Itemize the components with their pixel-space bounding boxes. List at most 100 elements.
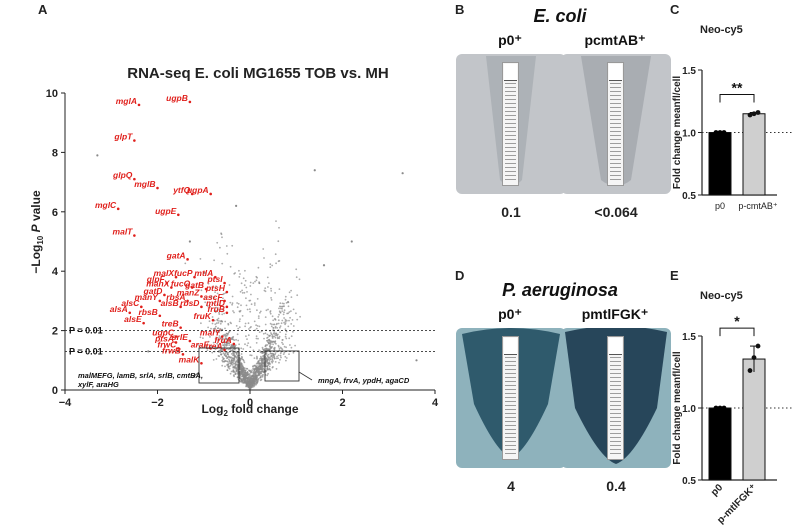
volcano-point — [251, 371, 254, 373]
volcano-point — [224, 335, 227, 338]
volcano-point — [284, 328, 287, 331]
gene-label: ptsH — [205, 283, 226, 293]
volcano-point — [206, 349, 209, 352]
volcano-point — [224, 341, 227, 344]
gene-label: treA — [206, 341, 223, 351]
gene-label: fruB — [207, 304, 224, 314]
volcano-point — [288, 353, 290, 355]
volcano-point — [239, 318, 241, 320]
volcano-point — [283, 317, 285, 319]
volcano-point — [218, 313, 221, 315]
volcano-point — [218, 355, 221, 358]
significance-label: * — [734, 313, 740, 329]
volcano-point — [285, 346, 287, 349]
volcano-point — [236, 361, 239, 363]
volcano-point — [275, 332, 277, 335]
volcano-point — [277, 322, 280, 325]
gene-label: gatB — [184, 280, 204, 290]
volcano-point — [243, 369, 246, 371]
gene-label: rbsB — [138, 307, 157, 317]
volcano-point — [255, 376, 258, 378]
volcano-point — [276, 327, 278, 329]
volcano-point — [274, 361, 277, 363]
y-tick-label: 10 — [46, 88, 58, 100]
volcano-point — [210, 345, 213, 347]
volcano-point — [235, 325, 238, 327]
volcano-point — [247, 385, 250, 388]
volcano-point — [266, 344, 269, 346]
volcano-point — [222, 344, 225, 347]
volcano-point — [255, 381, 258, 384]
volcano-point — [233, 311, 235, 314]
volcano-point — [241, 315, 244, 317]
gene-label: malT — [113, 227, 134, 237]
volcano-point — [296, 318, 299, 321]
volcano-point — [230, 362, 232, 365]
volcano-point — [232, 365, 235, 368]
volcano-point — [249, 354, 252, 356]
volcano-point — [270, 297, 272, 299]
volcano-point — [244, 376, 247, 378]
volcano-point — [239, 373, 242, 376]
volcano-point — [240, 375, 243, 378]
volcano-point — [254, 280, 256, 283]
volcano-point — [242, 358, 245, 361]
volcano-point — [240, 357, 243, 360]
volcano-point — [273, 331, 276, 333]
gene-point — [188, 100, 192, 104]
volcano-point — [206, 305, 209, 307]
callout-right — [298, 371, 313, 381]
volcano-point — [221, 308, 224, 311]
volcano-point — [222, 341, 225, 343]
volcano-point — [283, 345, 286, 348]
volcano-point — [264, 316, 267, 318]
volcano-point — [244, 377, 247, 380]
volcano-point — [282, 353, 285, 355]
volcano-point — [262, 248, 265, 250]
volcano-point — [246, 381, 249, 384]
volcano-point — [231, 344, 234, 347]
volcano-point — [268, 365, 271, 368]
volcano-point — [231, 350, 234, 353]
volcano-point — [278, 313, 280, 316]
volcano-point — [253, 380, 255, 382]
volcano-point — [240, 353, 243, 355]
volcano-point — [291, 319, 294, 321]
volcano-point — [210, 296, 213, 299]
volcano-point — [244, 369, 247, 372]
volcano-point — [275, 368, 278, 370]
volcano-point — [231, 358, 234, 360]
volcano-point — [256, 298, 259, 300]
volcano-point — [217, 344, 219, 347]
volcano-point — [265, 309, 268, 312]
volcano-point — [245, 367, 248, 370]
volcano-point — [239, 364, 242, 367]
volcano-point — [228, 367, 231, 370]
y-tick-label: 1.0 — [682, 129, 696, 140]
volcano-point — [197, 344, 200, 346]
volcano-point — [253, 382, 256, 384]
volcano-point — [257, 360, 260, 362]
gene-label: treB — [162, 319, 179, 329]
volcano-point — [269, 356, 271, 359]
gene-label: srlE — [172, 332, 188, 342]
volcano-point — [244, 269, 246, 272]
volcano-point — [209, 336, 211, 338]
volcano-point — [289, 316, 291, 319]
volcano-point — [253, 304, 256, 306]
volcano-point — [238, 276, 241, 278]
volcano-point — [259, 379, 262, 382]
volcano-point — [255, 335, 258, 338]
volcano-point — [184, 262, 187, 265]
volcano-point — [147, 350, 150, 353]
volcano-point — [292, 351, 295, 354]
gene-label: mtlD — [206, 298, 225, 308]
volcano-point — [244, 279, 247, 282]
volcano-point — [253, 302, 256, 304]
volcano-point — [279, 358, 281, 361]
volcano-point — [265, 357, 268, 359]
volcano-point — [284, 295, 287, 298]
volcano-point — [247, 334, 250, 337]
volcano-point — [263, 364, 265, 367]
volcano-point — [255, 342, 258, 344]
